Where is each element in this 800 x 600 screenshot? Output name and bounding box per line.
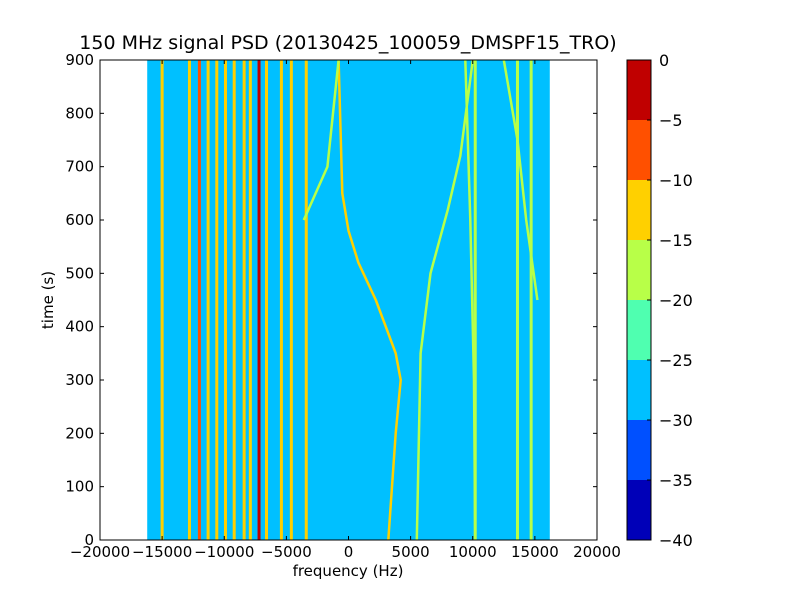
colorbar-label-8: −40 bbox=[659, 531, 693, 550]
y-tick-label-2: 200 bbox=[65, 424, 94, 442]
x-tick-label-8: 20000 bbox=[573, 543, 621, 561]
x-axis: −20000 −15000 −10000 −5000 0 5000 10000 15000 20… bbox=[70, 60, 621, 561]
y-tick-label-5: 500 bbox=[65, 264, 94, 282]
colorbar-segment-0 bbox=[627, 480, 651, 540]
chart-title: 150 MHz signal PSD (20130425_100059_DMSP… bbox=[79, 32, 616, 54]
x-tick-label-1: −15000 bbox=[132, 543, 192, 561]
colorbar: 0 −5 −10 −15 −20 −25 −30 −35 −40 bbox=[626, 51, 693, 550]
x-tick-label-7: 15000 bbox=[511, 543, 559, 561]
colorbar-label-2: −10 bbox=[659, 171, 693, 190]
x-tick-label-5: 5000 bbox=[392, 543, 430, 561]
colorbar-label-0: 0 bbox=[659, 51, 669, 70]
x-axis-label: frequency (Hz) bbox=[293, 562, 404, 580]
doppler-trace-0 bbox=[337, 59, 402, 541]
spectrogram-background bbox=[147, 60, 550, 540]
colorbar-label-5: −25 bbox=[659, 351, 693, 370]
x-tick-label-2: −10000 bbox=[194, 543, 254, 561]
colorbar-segment-4 bbox=[627, 240, 651, 300]
doppler-trace-4 bbox=[464, 59, 477, 541]
y-axis: 0 100 200 300 400 500 600 700 800 900 bbox=[65, 51, 597, 549]
doppler-trace-1 bbox=[415, 59, 475, 541]
colorbar-label-1: −5 bbox=[659, 111, 683, 130]
y-tick-label-6: 600 bbox=[65, 211, 94, 229]
y-tick-label-4: 400 bbox=[65, 318, 94, 336]
y-tick-label-8: 800 bbox=[65, 104, 94, 122]
y-tick-label-0: 0 bbox=[84, 531, 94, 549]
y-tick-label-3: 300 bbox=[65, 371, 94, 389]
doppler-trace-3 bbox=[502, 59, 539, 301]
x-tick-label-0: −20000 bbox=[70, 543, 130, 561]
x-tick-label-6: 10000 bbox=[449, 543, 497, 561]
colorbar-segment-3 bbox=[627, 300, 651, 360]
colorbar-segment-6 bbox=[627, 120, 651, 180]
y-tick-label-1: 100 bbox=[65, 478, 94, 496]
colorbar-label-6: −30 bbox=[659, 411, 693, 430]
colorbar-label-4: −20 bbox=[659, 291, 693, 310]
y-tick-label-7: 700 bbox=[65, 158, 94, 176]
colorbar-label-7: −35 bbox=[659, 471, 693, 490]
colorbar-segment-5 bbox=[627, 180, 651, 240]
spectrogram-marks bbox=[147, 59, 550, 541]
x-tick-label-4: 0 bbox=[344, 543, 354, 561]
colorbar-label-3: −15 bbox=[659, 231, 693, 250]
colorbar-segment-2 bbox=[627, 360, 651, 420]
x-tick-label-3: −5000 bbox=[261, 543, 312, 561]
y-axis-label: time (s) bbox=[39, 271, 57, 329]
y-tick-label-9: 900 bbox=[65, 51, 94, 69]
doppler-trace-2 bbox=[302, 59, 340, 221]
colorbar-segment-7 bbox=[627, 60, 651, 120]
colorbar-segment-1 bbox=[627, 420, 651, 480]
